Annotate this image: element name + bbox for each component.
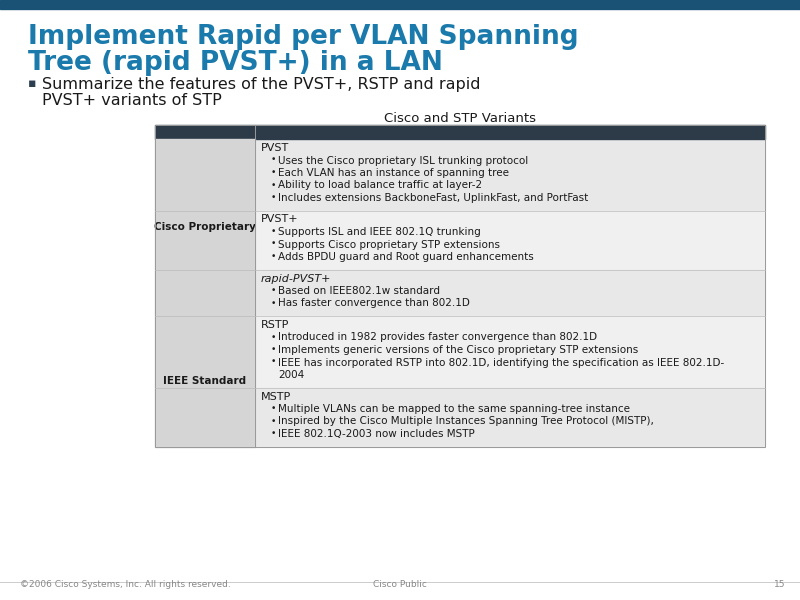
Text: Implements generic versions of the Cisco proprietary STP extensions: Implements generic versions of the Cisco… — [278, 345, 638, 355]
Text: Multiple VLANs can be mapped to the same spanning-tree instance: Multiple VLANs can be mapped to the same… — [278, 404, 630, 414]
Bar — [155, 316, 765, 388]
Text: Implement Rapid per VLAN Spanning: Implement Rapid per VLAN Spanning — [28, 24, 578, 50]
Text: Supports ISL and IEEE 802.1Q trunking: Supports ISL and IEEE 802.1Q trunking — [278, 227, 481, 237]
Text: rapid-PVST+: rapid-PVST+ — [261, 274, 331, 283]
Text: •: • — [271, 404, 276, 413]
Text: MSTP: MSTP — [261, 391, 291, 401]
Text: •: • — [271, 332, 276, 341]
Bar — [155, 125, 765, 139]
Bar — [0, 0, 800, 9]
Text: Based on IEEE802.1w standard: Based on IEEE802.1w standard — [278, 286, 440, 296]
Text: Adds BPDU guard and Root guard enhancements: Adds BPDU guard and Root guard enhanceme… — [278, 252, 534, 262]
Text: IEEE 802.1Q-2003 now includes MSTP: IEEE 802.1Q-2003 now includes MSTP — [278, 429, 474, 439]
Text: •: • — [271, 227, 276, 236]
Bar — [155, 125, 765, 446]
Bar — [155, 211, 765, 269]
Text: •: • — [271, 416, 276, 425]
Text: •: • — [271, 298, 276, 307]
Text: ©2006 Cisco Systems, Inc. All rights reserved.: ©2006 Cisco Systems, Inc. All rights res… — [20, 580, 230, 589]
Text: Ability to load balance traffic at layer-2: Ability to load balance traffic at layer… — [278, 181, 482, 191]
Text: Uses the Cisco proprietary ISL trunking protocol: Uses the Cisco proprietary ISL trunking … — [278, 155, 528, 166]
Text: •: • — [271, 193, 276, 202]
Text: Cisco Public: Cisco Public — [373, 580, 427, 589]
Bar — [155, 139, 255, 316]
Text: Introduced in 1982 provides faster convergence than 802.1D: Introduced in 1982 provides faster conve… — [278, 332, 597, 343]
Bar — [155, 316, 255, 446]
Text: 2004: 2004 — [278, 370, 304, 380]
Bar — [155, 139, 765, 211]
Text: 15: 15 — [774, 580, 785, 589]
Text: Inspired by the Cisco Multiple Instances Spanning Tree Protocol (MISTP),: Inspired by the Cisco Multiple Instances… — [278, 416, 654, 427]
Text: •: • — [271, 429, 276, 438]
Bar — [155, 388, 765, 446]
Text: Each VLAN has an instance of spanning tree: Each VLAN has an instance of spanning tr… — [278, 168, 509, 178]
Text: IEEE has incorporated RSTP into 802.1D, identifying the specification as IEEE 80: IEEE has incorporated RSTP into 802.1D, … — [278, 358, 724, 367]
Text: •: • — [271, 252, 276, 261]
Text: Supports Cisco proprietary STP extensions: Supports Cisco proprietary STP extension… — [278, 239, 500, 250]
Text: •: • — [271, 181, 276, 190]
Text: •: • — [271, 358, 276, 367]
Text: ▪: ▪ — [28, 77, 37, 90]
Bar — [155, 269, 765, 316]
Text: Cisco Proprietary: Cisco Proprietary — [154, 223, 256, 232]
Text: Summarize the features of the PVST+, RSTP and rapid: Summarize the features of the PVST+, RST… — [42, 77, 481, 92]
Text: •: • — [271, 155, 276, 164]
Text: Cisco and STP Variants: Cisco and STP Variants — [384, 112, 536, 125]
Text: IEEE Standard: IEEE Standard — [163, 376, 246, 386]
Text: •: • — [271, 286, 276, 295]
Text: PVST+: PVST+ — [261, 214, 298, 224]
Text: Has faster convergence than 802.1D: Has faster convergence than 802.1D — [278, 298, 470, 308]
Text: PVST+ variants of STP: PVST+ variants of STP — [42, 93, 222, 108]
Text: •: • — [271, 168, 276, 177]
Text: Includes extensions BackboneFast, UplinkFast, and PortFast: Includes extensions BackboneFast, Uplink… — [278, 193, 588, 203]
Text: •: • — [271, 345, 276, 354]
Text: •: • — [271, 239, 276, 248]
Text: RSTP: RSTP — [261, 320, 290, 330]
Text: PVST: PVST — [261, 143, 290, 153]
Text: Tree (rapid PVST+) in a LAN: Tree (rapid PVST+) in a LAN — [28, 50, 443, 76]
